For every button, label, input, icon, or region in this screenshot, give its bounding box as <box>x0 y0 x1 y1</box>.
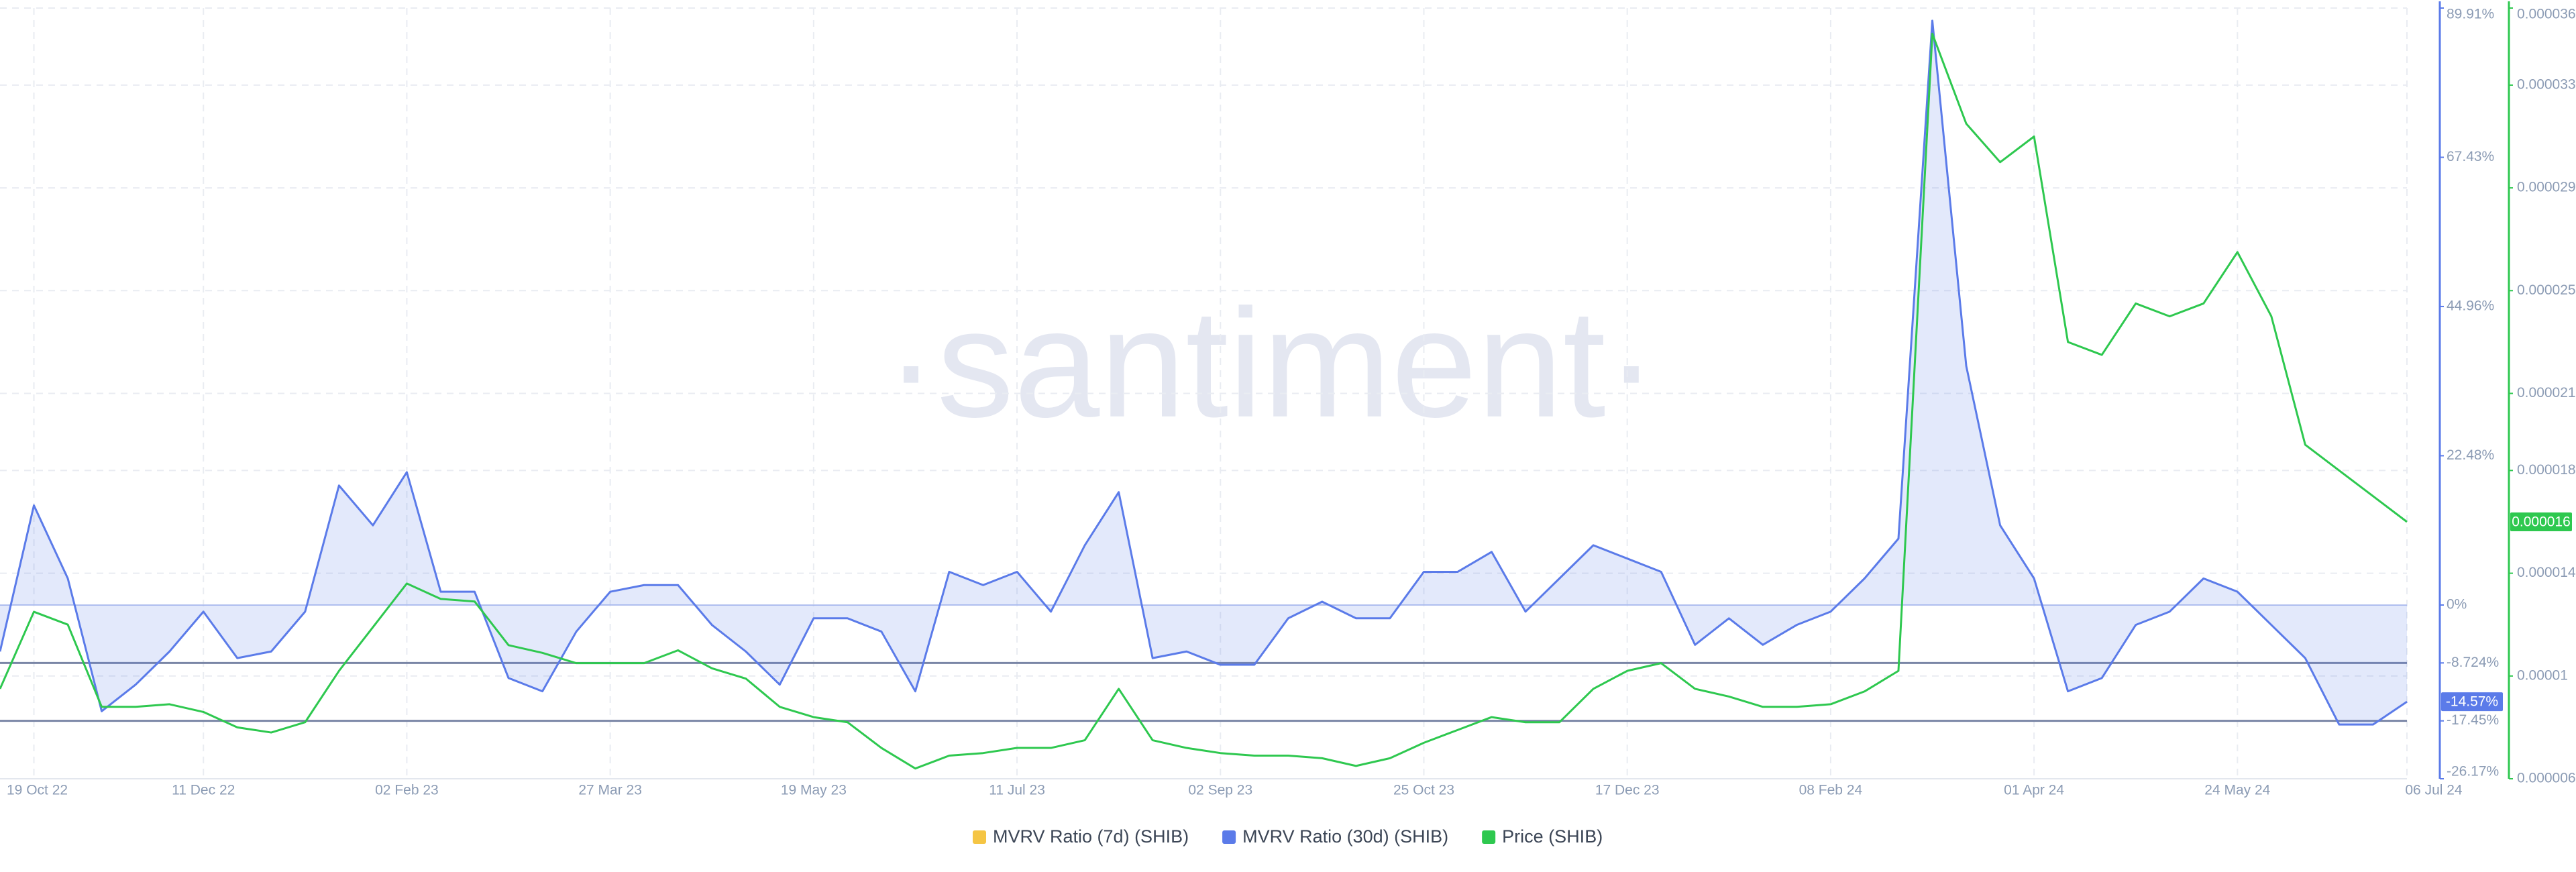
y2-tick-label: 0.000018 <box>2517 462 2576 478</box>
current-value-box <box>2441 692 2503 712</box>
y-tick-label: 22.48% <box>2447 447 2494 463</box>
y2-tick-label: 0.00001 <box>2517 667 2568 683</box>
legend-label: Price (SHIB) <box>1502 826 1603 847</box>
x-tick-label: 17 Dec 23 <box>1595 783 1660 798</box>
y2-tick-label: 0.000036 <box>2517 7 2576 22</box>
y-tick-label: -8.724% <box>2447 655 2499 670</box>
x-tick-label: 19 Oct 22 <box>7 783 68 798</box>
series-line <box>0 19 2408 726</box>
y-tick-label: 0% <box>2447 597 2467 612</box>
x-tick-label: 02 Sep 23 <box>1188 783 1252 798</box>
y2-tick-label: 0.000006 <box>2517 771 2576 786</box>
y2-tick-label: 0.000029 <box>2517 180 2576 195</box>
x-tick-label: 24 May 24 <box>2204 783 2270 798</box>
y2-tick-label: 0.000025 <box>2517 282 2576 298</box>
x-tick-label: 06 Jul 24 <box>2405 783 2463 798</box>
legend-swatch <box>1482 830 1496 844</box>
current-value-label: -14.57% <box>2446 694 2498 710</box>
y2-tick-label: 0.000033 <box>2517 76 2576 92</box>
y-tick-label: -17.45% <box>2447 712 2499 728</box>
x-tick-label: 11 Dec 22 <box>172 783 235 798</box>
y-tick-label: 67.43% <box>2447 149 2494 164</box>
y-tick-label: 89.91% <box>2447 7 2494 22</box>
legend-label: MVRV Ratio (30d) (SHIB) <box>1242 826 1448 847</box>
watermark: ·santiment· <box>885 277 1657 449</box>
legend-label: MVRV Ratio (7d) (SHIB) <box>993 826 1189 847</box>
x-tick-label: 25 Oct 23 <box>1393 783 1454 798</box>
x-tick-label: 27 Mar 23 <box>578 783 642 798</box>
legend-swatch <box>1222 830 1236 844</box>
y-tick-label: -26.17% <box>2447 764 2499 779</box>
mvrv-area <box>0 20 2407 725</box>
x-tick-label: 01 Apr 24 <box>2004 783 2064 798</box>
x-tick-label: 11 Jul 23 <box>989 783 1045 798</box>
y2-tick-label: 0.000014 <box>2517 565 2576 580</box>
x-tick-label: 02 Feb 23 <box>375 783 439 798</box>
current-value-box <box>2510 512 2572 531</box>
series-line <box>0 32 2408 770</box>
y-tick-label: 44.96% <box>2447 298 2494 313</box>
legend-swatch <box>973 830 986 844</box>
current-value-label: 0.000016 <box>2512 514 2571 530</box>
x-tick-label: 19 May 23 <box>781 783 847 798</box>
y2-tick-label: 0.000021 <box>2517 385 2576 400</box>
x-tick-label: 08 Feb 24 <box>1799 783 1863 798</box>
